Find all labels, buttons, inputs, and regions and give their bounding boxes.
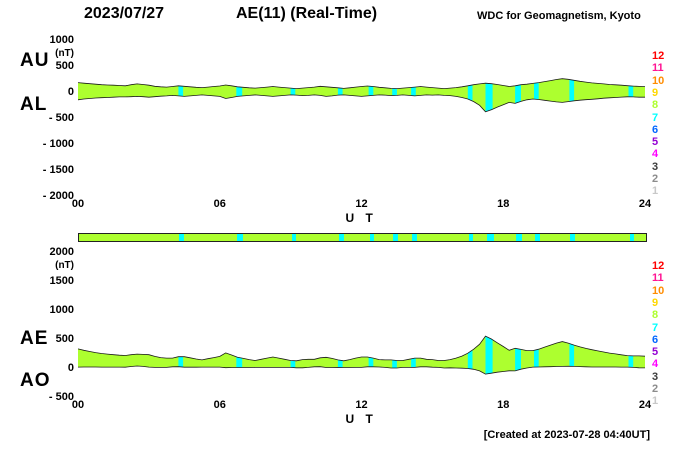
legend-item: 5 [652, 346, 659, 359]
plot-date: 2023/07/27 [84, 5, 165, 22]
ae-ao-chart [78, 335, 645, 375]
legend-item: 12 [652, 260, 665, 272]
status-bar-gap-segment [468, 234, 474, 241]
x-tick-label: 18 [497, 399, 510, 411]
status-bar-gap-segment [486, 234, 494, 241]
legend-item: 9 [652, 86, 659, 99]
status-bar-gap-segment [393, 234, 398, 241]
legend-item: 7 [652, 321, 659, 334]
legend-item: 1 [652, 185, 659, 198]
status-bar-gap-segment [629, 234, 635, 241]
x-axis-title: U T [345, 211, 377, 225]
legend-item: 10 [652, 284, 665, 297]
x-axis-title: U T [345, 412, 377, 426]
x-tick-label: 12 [355, 198, 368, 210]
legend-item: 8 [652, 309, 659, 322]
legend-item: 12 [652, 50, 665, 62]
legend-item: 11 [652, 62, 664, 75]
legend-item: 3 [652, 370, 659, 383]
y-tick-label: 0 [67, 85, 74, 98]
plot-title: AE(11) (Real-Time) [236, 5, 378, 22]
legend-item: 10 [652, 74, 665, 87]
status-bar-gap-segment [516, 234, 522, 241]
created-at: [Created at 2023-07-28 04:40UT] [483, 429, 650, 441]
legend-item: 5 [652, 136, 659, 149]
ae-ao-gap-stripes [178, 336, 634, 375]
x-tick-label: 06 [213, 198, 226, 210]
y-tick-label: 2000 [49, 245, 74, 258]
y-tick-label: - 1500 [42, 163, 74, 176]
y-tick-label: 1000 [49, 33, 74, 46]
legend-item: 9 [652, 296, 659, 309]
legend-item: 6 [652, 333, 659, 346]
y-tick-label: - 500 [48, 390, 74, 403]
status-bar-gap-segment [570, 234, 576, 241]
y-tick-label: 500 [55, 332, 74, 345]
y-tick-label: 0 [67, 361, 74, 374]
au-axis-label: AU [20, 50, 50, 71]
legend-item: 4 [652, 358, 659, 371]
x-tick-label: 24 [638, 399, 652, 411]
legend-item: 11 [652, 272, 664, 285]
ae-ao-band [78, 336, 645, 375]
legend-item: 8 [652, 99, 659, 112]
status-bar-gap-segment [535, 234, 540, 241]
y-axis-unit: (nT) [55, 260, 74, 271]
au-al-band [78, 78, 645, 112]
al-axis-label: AL [20, 94, 48, 115]
y-tick-label: 1500 [49, 274, 74, 287]
status-bar-gap-segment [338, 234, 344, 241]
x-tick-label: 06 [213, 399, 226, 411]
status-bar-gap-segment [369, 234, 375, 241]
x-tick-label: 00 [71, 399, 85, 411]
AE-trace [78, 335, 645, 362]
x-tick-label: 24 [638, 198, 652, 210]
AU-trace [78, 78, 645, 90]
station-status-bar [78, 233, 647, 242]
y-tick-label: - 500 [48, 111, 74, 124]
x-tick-label: 00 [71, 198, 85, 210]
status-bar-gap-segment [291, 234, 297, 241]
status-bar-gap-segment [179, 234, 185, 241]
y-tick-label: - 2000 [42, 189, 74, 202]
y-tick-label: - 1000 [42, 137, 74, 150]
au-al-gap-stripes [178, 78, 634, 112]
legend-item: 2 [652, 173, 659, 185]
status-bar-gap-segment [237, 234, 244, 241]
wdc-credit: WDC for Geomagnetism, Kyoto [477, 10, 641, 22]
y-tick-label: 1000 [49, 303, 74, 316]
legend-item: 7 [652, 111, 659, 124]
legend-item: 6 [652, 123, 659, 136]
legend-item: 3 [652, 160, 659, 173]
ao-axis-label: AO [20, 370, 51, 391]
legend-item: 1 [652, 395, 659, 408]
y-tick-label: 500 [55, 59, 74, 72]
legend-item: 2 [652, 383, 659, 395]
status-bar-gap-segment [412, 234, 417, 241]
AL-trace [78, 94, 645, 113]
ae-axis-label: AE [20, 328, 49, 349]
x-tick-label: 18 [497, 198, 510, 210]
au-al-chart [78, 78, 645, 113]
y-axis-unit: (nT) [55, 48, 74, 59]
x-tick-label: 12 [355, 399, 368, 411]
AO-trace [78, 365, 645, 375]
legend-item: 4 [652, 148, 659, 161]
